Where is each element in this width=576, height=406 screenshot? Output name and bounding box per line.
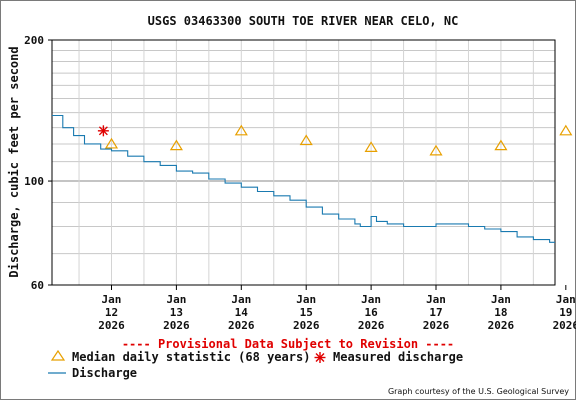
median-marker (299, 134, 313, 146)
y-tick-label: 100 (24, 175, 44, 188)
y-tick-label: 60 (31, 279, 44, 292)
x-tick-month: Jan (231, 293, 251, 306)
plot-marks (52, 114, 573, 243)
x-tick-year: 2026 (98, 319, 125, 332)
x-tick-day: 14 (235, 306, 249, 319)
plot-gridlines (52, 39, 555, 286)
x-tick-month: Jan (556, 293, 576, 306)
median-marker (494, 139, 508, 151)
x-tick-day: 19 (559, 306, 572, 319)
discharge-line (52, 114, 555, 243)
x-tick-year: 2026 (228, 319, 255, 332)
x-tick-day: 16 (364, 306, 378, 319)
legend-measured-label: Measured discharge (333, 350, 463, 364)
x-tick-year: 2026 (358, 319, 385, 332)
chart-title: USGS 03463300 SOUTH TOE RIVER NEAR CELO,… (148, 14, 459, 28)
x-tick-year: 2026 (553, 319, 576, 332)
median-marker (104, 137, 119, 149)
legend-asterisk-icon (314, 352, 326, 363)
provisional-notice: ---- Provisional Data Subject to Revisio… (122, 337, 454, 351)
x-tick-month: Jan (426, 293, 446, 306)
median-marker (429, 144, 443, 156)
axis-ticks: 20010060Jan122026Jan132026Jan142026Jan15… (24, 34, 576, 332)
x-tick-month: Jan (361, 293, 381, 306)
legend: Median daily statistic (68 years) Measur… (48, 349, 463, 380)
x-tick-year: 2026 (163, 319, 190, 332)
legend-median-label: Median daily statistic (68 years) (72, 350, 310, 364)
y-tick-label: 200 (24, 34, 44, 47)
measured-discharge-marker (97, 125, 109, 137)
legend-triangle-icon (50, 349, 66, 361)
x-tick-month: Jan (102, 293, 122, 306)
x-tick-year: 2026 (293, 319, 320, 332)
x-tick-month: Jan (296, 293, 316, 306)
x-tick-month: Jan (491, 293, 511, 306)
x-tick-day: 17 (429, 306, 442, 319)
x-tick-day: 13 (170, 306, 183, 319)
y-axis-label: Discharge, cubic feet per second (7, 46, 21, 277)
plot-area-border (51, 39, 556, 286)
median-marker (364, 141, 378, 152)
x-tick-day: 18 (494, 306, 507, 319)
median-marker (234, 124, 248, 136)
graph-credit: Graph courtesy of the U.S. Geological Su… (388, 387, 569, 396)
x-tick-month: Jan (166, 293, 186, 306)
legend-discharge-label: Discharge (72, 366, 137, 380)
x-tick-year: 2026 (488, 319, 515, 332)
median-marker (559, 124, 573, 136)
median-marker (169, 139, 183, 151)
x-tick-day: 15 (300, 306, 313, 319)
x-tick-day: 12 (105, 306, 118, 319)
x-tick-year: 2026 (423, 319, 450, 332)
